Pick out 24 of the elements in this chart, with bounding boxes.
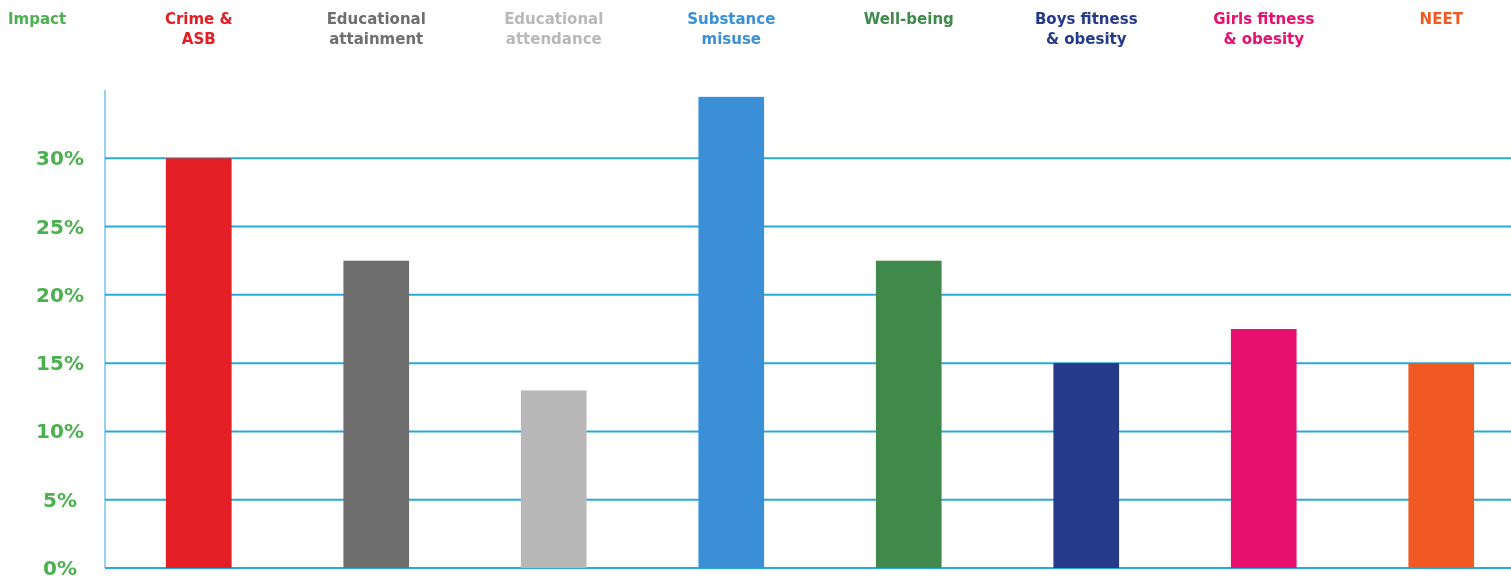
- x-tick-label: Substance misuse: [687, 10, 776, 48]
- bar: [1230, 329, 1297, 568]
- y-tick-label: 20%: [36, 282, 84, 307]
- y-tick-label: 0%: [43, 556, 77, 580]
- bar: [1408, 363, 1475, 568]
- y-axis-title: Impact: [8, 10, 67, 28]
- x-tick-label: Girls fitness & obesity: [1213, 10, 1315, 48]
- x-tick-label: NEET: [1419, 10, 1464, 28]
- bar: [1053, 363, 1120, 568]
- x-tick-label: Crime & ASB: [164, 10, 233, 48]
- bar: [520, 390, 587, 568]
- x-tick-label: Educational attainment: [326, 10, 426, 48]
- y-tick-label: 10%: [36, 419, 84, 444]
- y-tick-label: 15%: [36, 351, 84, 376]
- x-tick-label: Well-being: [863, 10, 954, 28]
- bar: [875, 260, 942, 568]
- y-tick-label: 5%: [43, 487, 77, 512]
- y-tick-label: 25%: [36, 214, 84, 239]
- y-tick-label: 30%: [36, 146, 84, 171]
- x-tick-label: Boys fitness & obesity: [1034, 10, 1138, 48]
- bar: [698, 96, 765, 568]
- x-tick-label: Educational attendance: [504, 10, 604, 48]
- bar: [343, 260, 410, 568]
- bar: [165, 158, 232, 568]
